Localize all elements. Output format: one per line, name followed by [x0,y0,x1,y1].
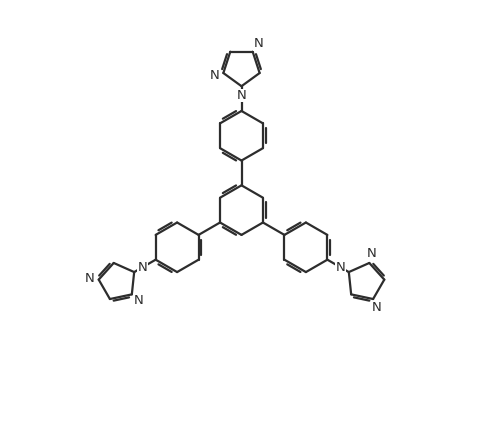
Text: N: N [254,37,263,51]
Text: N: N [372,301,382,314]
Text: N: N [367,247,376,260]
Text: N: N [134,294,144,307]
Text: N: N [138,261,147,274]
Text: N: N [210,69,219,82]
Text: N: N [237,89,246,102]
Text: N: N [85,272,94,285]
Text: N: N [336,261,345,274]
